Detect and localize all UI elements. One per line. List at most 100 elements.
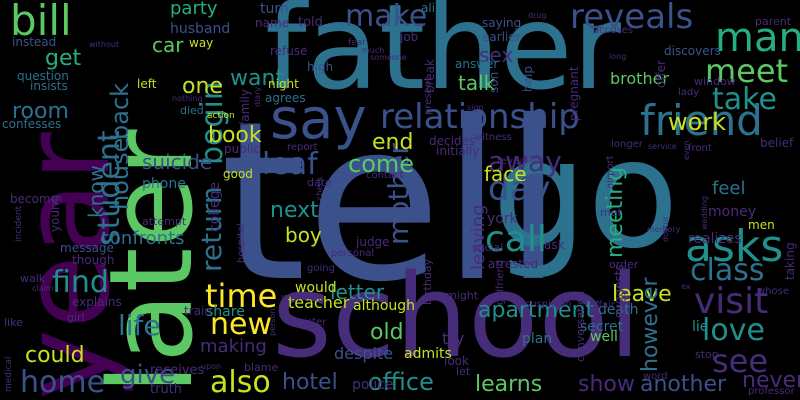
word-husband: husband bbox=[170, 21, 231, 37]
word-instead: instead bbox=[12, 35, 57, 49]
word-ali: ali bbox=[421, 1, 436, 15]
word-walk: walk bbox=[20, 272, 46, 285]
word-teacher: teacher bbox=[288, 293, 350, 312]
word-might: might bbox=[446, 289, 479, 302]
word-well: well bbox=[590, 329, 618, 345]
word-birthday: birthday bbox=[421, 258, 434, 305]
word-long: long bbox=[609, 52, 627, 61]
word-help: help bbox=[521, 66, 535, 92]
word-young: young bbox=[48, 194, 62, 232]
word-public: public bbox=[224, 142, 261, 156]
word-however: however bbox=[638, 277, 663, 372]
word-parent: parent bbox=[755, 15, 792, 28]
word-train: train bbox=[184, 304, 212, 318]
word-work: work bbox=[668, 108, 727, 136]
word-bill: bill bbox=[10, 0, 72, 45]
word-day: day bbox=[488, 169, 551, 209]
word-home: home bbox=[20, 365, 106, 400]
word-leaving: leaving bbox=[468, 204, 489, 270]
word-accuses: accuses bbox=[593, 25, 634, 36]
word-could: could bbox=[25, 343, 85, 368]
word-york: york bbox=[487, 211, 518, 227]
word-suggests: suggests bbox=[612, 264, 626, 318]
word-earlier: earlier bbox=[482, 30, 521, 44]
word-upon: upon bbox=[201, 362, 222, 371]
word-order: order bbox=[609, 258, 639, 271]
word-lady: lady bbox=[678, 87, 700, 98]
word-although: although bbox=[353, 298, 416, 314]
word-son: son bbox=[487, 71, 501, 93]
word-witness: witness bbox=[474, 132, 512, 143]
word-agrees: agrees bbox=[265, 91, 306, 105]
word-share: share bbox=[206, 304, 245, 320]
word-secret: secret bbox=[580, 319, 624, 335]
word-conversation: conversation bbox=[574, 290, 587, 362]
word-hotel: hotel bbox=[282, 370, 338, 395]
word-message: message bbox=[60, 241, 114, 255]
word-told: told bbox=[298, 15, 323, 30]
word-pregnant: pregnant bbox=[567, 66, 581, 121]
word-good: good bbox=[223, 167, 253, 181]
word-leave: leave bbox=[612, 282, 672, 307]
word-nothing: nothing bbox=[172, 94, 203, 103]
word-love: love bbox=[702, 313, 765, 348]
word-sign: sign bbox=[467, 103, 484, 112]
word-working: working bbox=[281, 291, 325, 304]
word-receives: receives bbox=[150, 363, 205, 378]
word-show: show bbox=[578, 372, 635, 397]
word-apartment: apartment bbox=[478, 298, 595, 323]
word-book: book bbox=[208, 123, 262, 148]
word-arrested: arrested bbox=[488, 257, 539, 271]
word-report: report bbox=[287, 142, 318, 153]
word-discovers: discovers bbox=[664, 44, 721, 58]
word-affair: affair bbox=[589, 300, 616, 311]
word-look: look bbox=[444, 354, 469, 368]
word-suspicion: suspicion bbox=[525, 299, 572, 310]
word-incident: incident bbox=[14, 205, 24, 242]
word-making: making bbox=[200, 336, 267, 357]
word-window: window bbox=[694, 75, 736, 88]
word-time: time bbox=[205, 277, 278, 315]
word-try: try bbox=[442, 329, 465, 348]
word-girl: girl bbox=[67, 311, 85, 324]
word-reveals: reveals bbox=[570, 0, 694, 37]
word-way: way bbox=[189, 36, 214, 50]
word-tell: tell bbox=[220, 74, 564, 330]
word-offer: offer bbox=[654, 60, 668, 88]
word-phone: phone bbox=[142, 176, 186, 192]
word-blame: blame bbox=[244, 361, 279, 374]
word-death: death bbox=[598, 302, 639, 318]
word-house: house bbox=[106, 137, 134, 210]
word-know: know bbox=[84, 165, 108, 218]
word-ex: ex bbox=[681, 282, 691, 291]
word-relationship: relationship bbox=[380, 97, 580, 137]
word-memory: memory bbox=[647, 225, 681, 234]
word-letter: letter bbox=[330, 280, 385, 304]
word-initially: initially bbox=[436, 144, 480, 158]
word-high: high bbox=[307, 60, 334, 74]
word-turn: turn bbox=[260, 1, 289, 17]
word-family: family bbox=[238, 88, 252, 126]
word-contact: contact bbox=[366, 170, 404, 181]
word-money: money bbox=[708, 204, 756, 220]
word-present: present bbox=[423, 76, 434, 115]
word-like: like bbox=[4, 316, 23, 329]
word-though: though bbox=[72, 253, 115, 267]
word-also: also bbox=[210, 365, 271, 400]
word-leaf: leaf bbox=[262, 147, 318, 182]
word-lie: lie bbox=[692, 319, 709, 335]
word-get: get bbox=[45, 46, 82, 71]
word-ask: ask bbox=[544, 238, 565, 252]
word-old: old bbox=[370, 320, 404, 345]
word-refuse: refuse bbox=[270, 44, 308, 58]
word-say: say bbox=[270, 87, 367, 152]
word-meet: meet bbox=[705, 52, 789, 90]
word-even: even bbox=[682, 140, 691, 160]
word-police: police bbox=[352, 377, 394, 393]
word-front: front bbox=[688, 143, 712, 154]
word-party: party bbox=[170, 0, 218, 19]
word-father: father bbox=[265, 0, 622, 116]
word-school: school bbox=[272, 250, 641, 384]
word-question: question bbox=[17, 69, 69, 83]
